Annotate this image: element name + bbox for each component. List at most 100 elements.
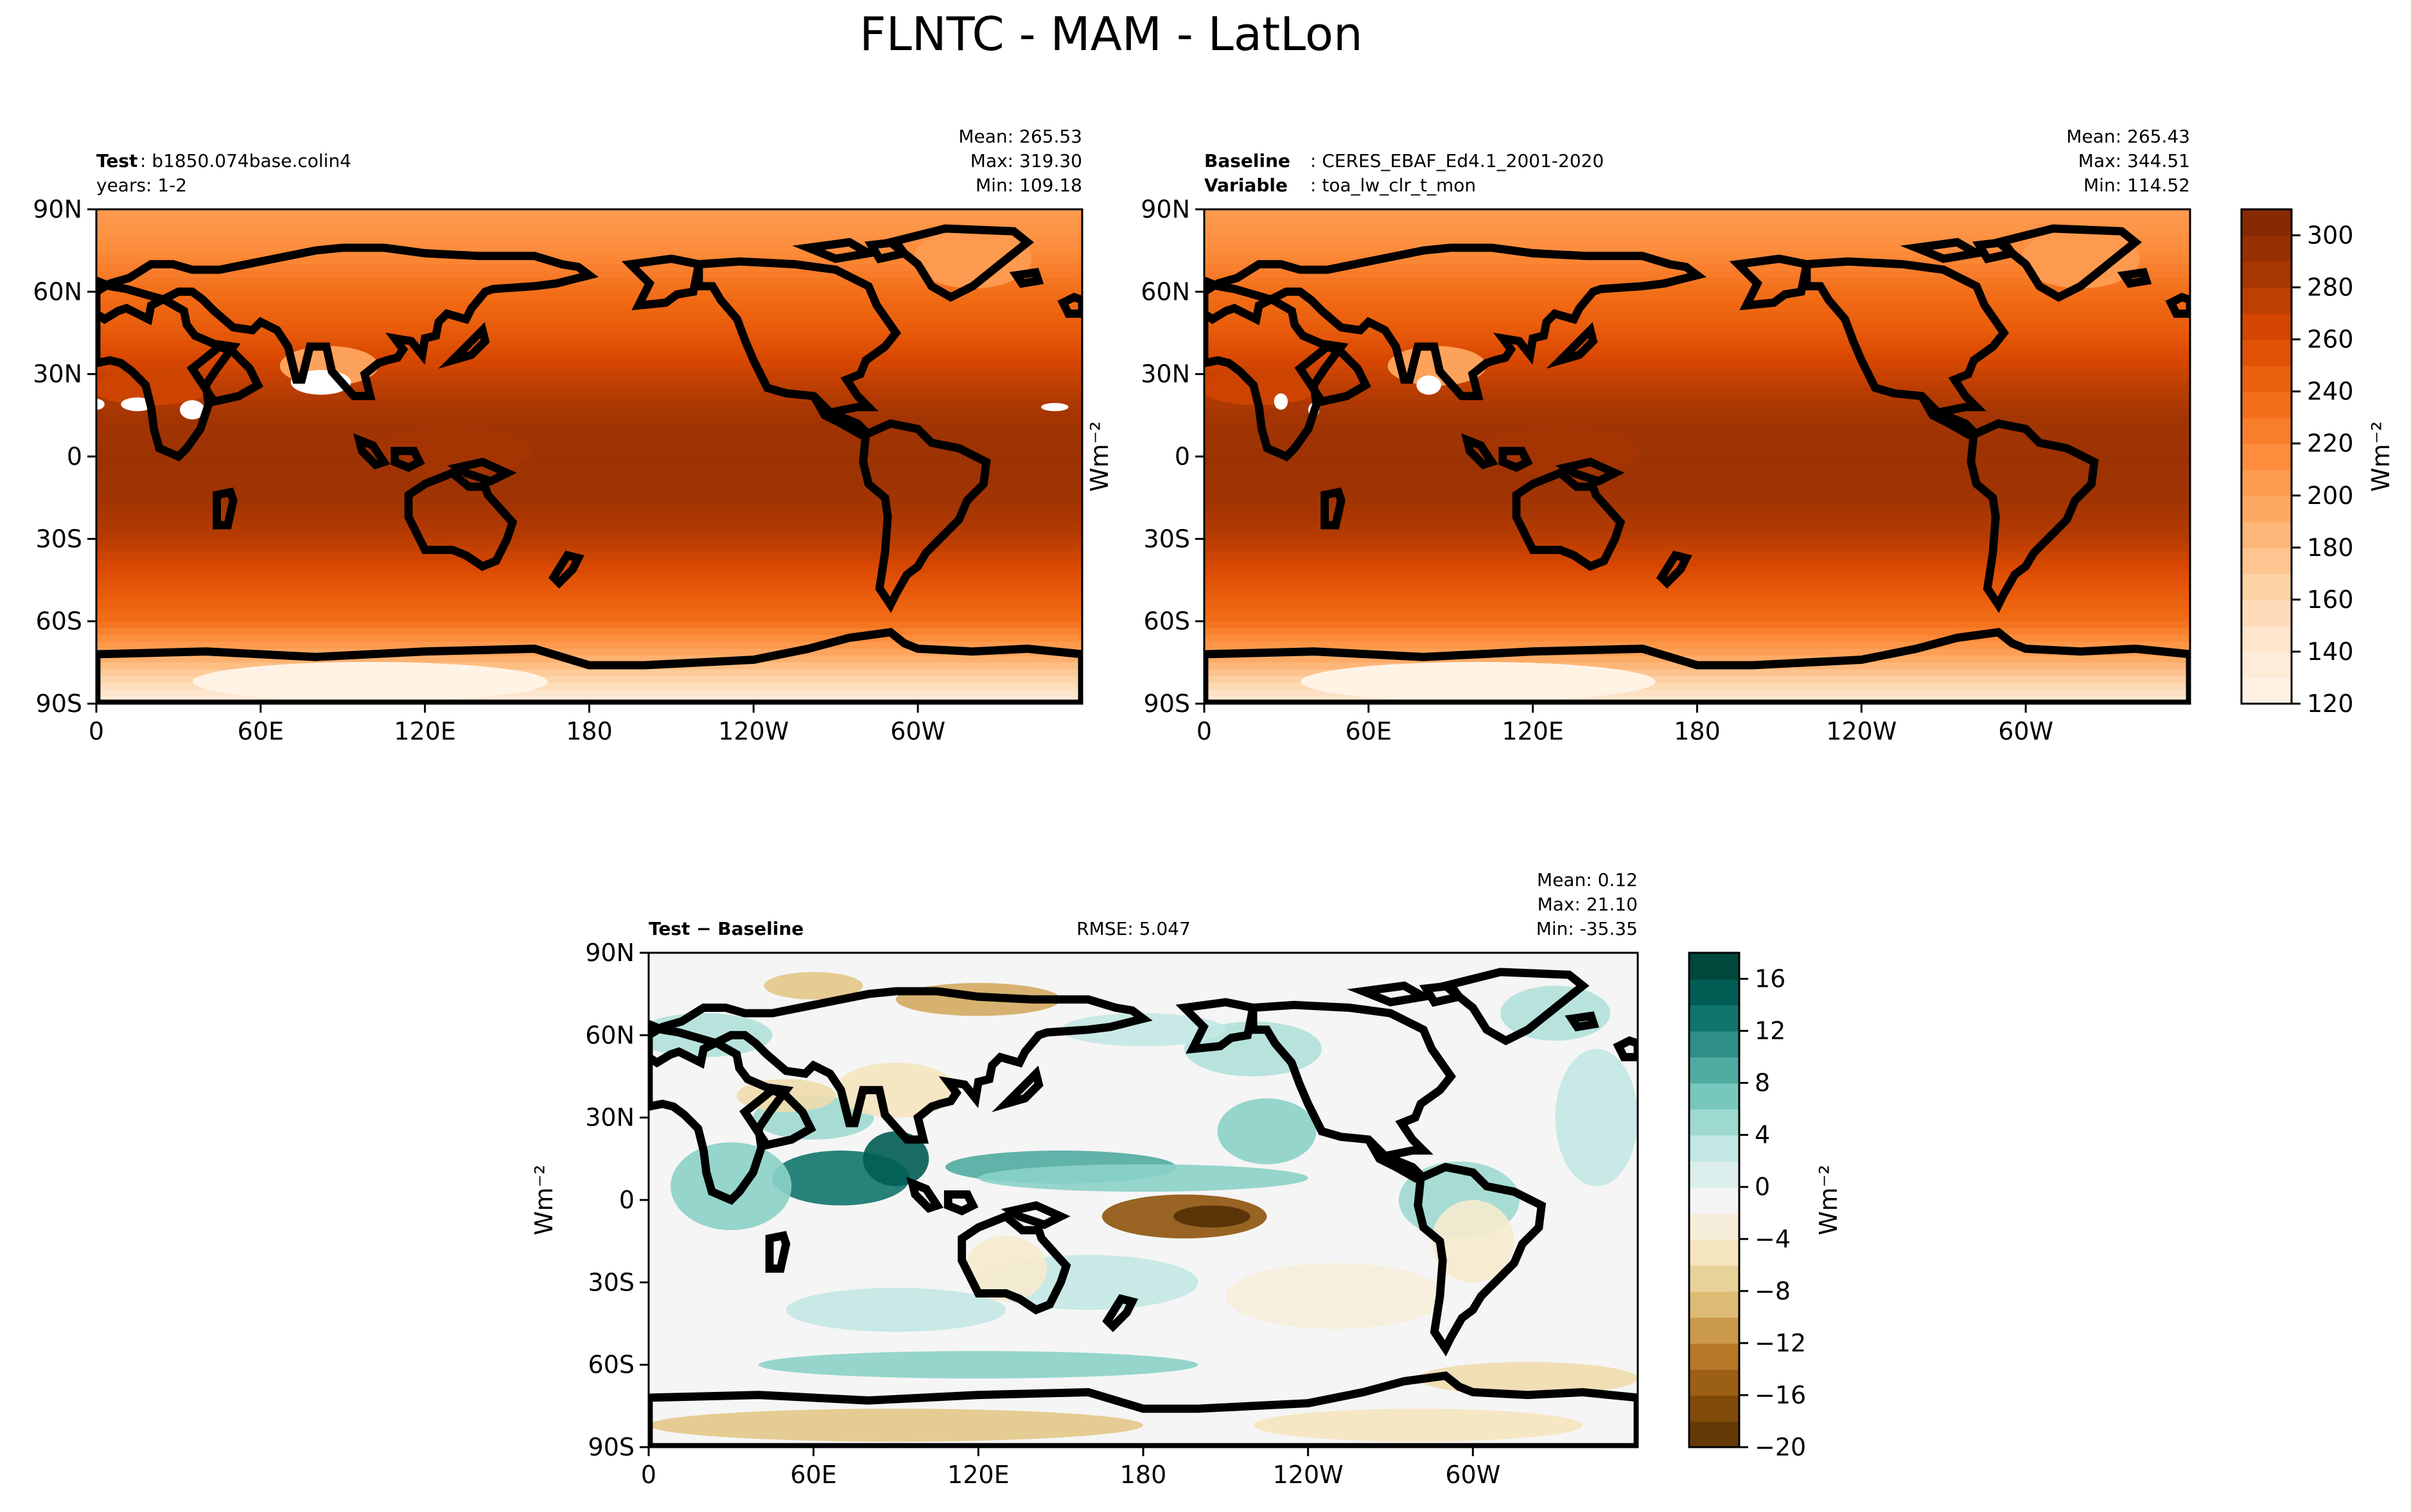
sahara-high xyxy=(1204,370,1319,405)
zonal-band xyxy=(1204,669,2190,677)
zonal-band xyxy=(96,401,1082,410)
colorbar-swatch xyxy=(2241,547,2292,575)
zonal-band xyxy=(96,312,1082,320)
colorbar-swatch xyxy=(2241,599,2292,627)
y-tick-label: 90S xyxy=(1144,690,1190,718)
panel-baseline-stat-2: Min: 114.52 xyxy=(2083,175,2190,196)
y-tick-label: 60S xyxy=(1144,607,1190,636)
zonal-band xyxy=(1204,319,2190,327)
zonal-band xyxy=(1204,525,2190,533)
x-tick-label: 60E xyxy=(790,1461,836,1489)
zonal-band xyxy=(96,573,1082,581)
zonal-band xyxy=(1204,408,2190,416)
colorbar-tick-label: 180 xyxy=(2307,534,2354,562)
colorbar-tick-label: 240 xyxy=(2307,378,2354,406)
zonal-band xyxy=(96,319,1082,327)
panel-diff: Test − Baseline RMSE: 5.047 Mean: 0.12 M… xyxy=(530,869,1639,1489)
x-tick-label: 120E xyxy=(1502,717,1564,745)
difference-region xyxy=(671,1142,792,1231)
zonal-band xyxy=(1204,621,2190,629)
zonal-band xyxy=(96,669,1082,677)
panel-baseline-key-1: Variable xyxy=(1204,175,1288,196)
zonal-band xyxy=(96,682,1082,691)
zonal-band xyxy=(96,250,1082,258)
zonal-band xyxy=(96,236,1082,245)
colorbar-swatch xyxy=(2241,365,2292,392)
x-tick-label: 180 xyxy=(1120,1461,1167,1489)
zonal-band xyxy=(96,291,1082,300)
panel-baseline-value-1: : toa_lw_clr_t_mon xyxy=(1310,175,1476,196)
x-tick-label: 180 xyxy=(1674,717,1721,745)
colorbar-tick-label: 4 xyxy=(1755,1121,1770,1149)
zonal-band xyxy=(1204,491,2190,499)
colorbar-diff: −20 −16 −12 −8 −4 0 4 8 12 16 Wm⁻² xyxy=(1688,952,1843,1461)
greenland-low xyxy=(913,229,1032,289)
zonal-band xyxy=(1204,388,2190,395)
difference-region xyxy=(1217,1098,1317,1165)
y-tick-label: 90S xyxy=(36,690,82,718)
y-tick-label: 30N xyxy=(1141,360,1190,388)
panel-test-value-1: years: 1-2 xyxy=(96,175,187,196)
zonal-band xyxy=(96,635,1082,643)
colorbar-swatch xyxy=(2241,261,2292,288)
y-tick-label: 30N xyxy=(585,1104,635,1132)
colorbar-swatch xyxy=(2241,573,2292,600)
colorbar-tick-label: 12 xyxy=(1755,1017,1785,1045)
difference-region xyxy=(835,1063,957,1118)
zonal-band xyxy=(1204,264,2190,272)
colorbar-swatch xyxy=(1689,1343,1739,1370)
x-tick-label: 120W xyxy=(1826,717,1897,745)
zonal-band xyxy=(1204,656,2190,663)
panel-test-value-0: : b1850.074base.colin4 xyxy=(140,150,351,171)
colorbar-swatch xyxy=(1689,1317,1739,1344)
missing-data-patch xyxy=(1274,393,1288,410)
zonal-band xyxy=(96,463,1082,471)
zonal-band xyxy=(1204,614,2190,622)
colorbar-tick-label: 260 xyxy=(2307,326,2354,354)
zonal-band xyxy=(1204,360,2190,368)
zonal-band xyxy=(1204,580,2190,588)
colorbar-main-label: Wm⁻² xyxy=(2367,421,2395,492)
zonal-band xyxy=(96,333,1082,341)
zonal-band xyxy=(1204,546,2190,553)
zonal-band xyxy=(1204,641,2190,650)
x-tick-label: 120E xyxy=(947,1461,1010,1489)
zonal-band xyxy=(1204,236,2190,245)
zonal-band xyxy=(96,587,1082,595)
zonal-band xyxy=(96,518,1082,526)
zonal-band xyxy=(96,483,1082,492)
zonal-band xyxy=(1204,532,2190,540)
colorbar-diff-label: Wm⁻² xyxy=(1814,1165,1843,1235)
zonal-band xyxy=(1204,463,2190,471)
difference-region xyxy=(1173,1205,1250,1228)
zonal-band xyxy=(1204,257,2190,265)
zonal-band xyxy=(1204,291,2190,300)
zonal-band xyxy=(1204,566,2190,574)
zonal-band xyxy=(96,614,1082,622)
greenland-low xyxy=(2021,229,2140,289)
zonal-band xyxy=(1204,340,2190,347)
zonal-band xyxy=(96,690,1082,698)
x-tick-label: 180 xyxy=(566,717,613,745)
zonal-band xyxy=(1204,442,2190,451)
zonal-band xyxy=(1204,277,2190,286)
colorbar-swatch xyxy=(2241,235,2292,263)
zonal-band xyxy=(96,422,1082,430)
missing-data-patch xyxy=(180,400,205,420)
zonal-band xyxy=(1204,470,2190,478)
zonal-band xyxy=(96,408,1082,416)
zonal-band xyxy=(1204,676,2190,684)
zonal-band xyxy=(96,216,1082,224)
panel-diff-stat-1: Max: 21.10 xyxy=(1538,894,1638,915)
y-tick-label: 60N xyxy=(33,277,82,306)
colorbar-tick-label: −20 xyxy=(1755,1433,1806,1461)
colorbar-swatch xyxy=(1689,1290,1739,1318)
zonal-band xyxy=(1204,435,2190,444)
zonal-band xyxy=(1204,573,2190,581)
zonal-band xyxy=(1204,333,2190,341)
colorbar-swatch xyxy=(1689,1005,1739,1032)
missing-data-patch xyxy=(1041,403,1069,412)
panel-baseline: Baseline : CERES_EBAF_Ed4.1_2001-2020 Va… xyxy=(1085,126,2191,745)
colorbar-tick-label: 140 xyxy=(2307,638,2354,666)
zonal-band xyxy=(96,243,1082,252)
